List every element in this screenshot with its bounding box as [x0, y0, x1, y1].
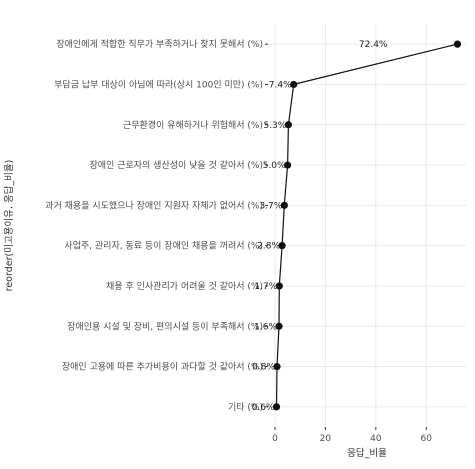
y-tick-label: 부담금 납부 대상이 아님에 따라(상시 100인 미만) (%): [54, 78, 263, 90]
data-points: [272, 40, 462, 411]
data-point: [284, 121, 292, 129]
data-label: 72.4%: [359, 40, 388, 50]
data-point: [284, 161, 292, 169]
x-axis-title: 응답_비율: [347, 447, 387, 459]
y-tick-label: 사업주, 관리자, 동료 등이 장애인 채용을 꺼려서 (%): [64, 241, 263, 252]
data-point: [290, 80, 298, 89]
y-axis: 장애인에게 적합한 직무가 부족하거나 찾지 못해서 (%) 부담금 납부 대상이…: [45, 38, 268, 413]
gridlines: [268, 24, 466, 427]
data-label: 2.8%: [257, 242, 280, 252]
x-tick-label: 60: [421, 434, 433, 444]
data-labels: 72.4% 7.4% 5.3% 5.0% 3.7% 2.8% 1.7% 1.6% 0.8% 0.6…: [252, 40, 388, 413]
data-point: [273, 362, 281, 371]
data-label: 5.3%: [263, 121, 286, 131]
y-axis-title: reorder(미고용이유, 응답_비율): [3, 160, 15, 292]
data-label: 0.8%: [252, 363, 275, 373]
data-label: 1.7%: [254, 282, 277, 292]
x-tick-label: 20: [320, 434, 332, 444]
data-label: 5.0%: [263, 161, 286, 171]
x-axis: 0 20 40 60: [272, 427, 432, 444]
y-tick-label: 기타 (%): [228, 402, 263, 413]
x-tick-label: 0: [272, 434, 278, 444]
y-tick-label: 과거 채용을 시도했으나 장애인 지원자 자체가 없어서 (%): [45, 199, 263, 211]
data-point: [278, 242, 286, 250]
x-tick-label: 40: [370, 434, 382, 444]
plot-panel: [268, 24, 466, 427]
data-point: [453, 40, 462, 48]
series-line: [275, 43, 458, 407]
data-label: 0.6%: [252, 403, 275, 413]
y-tick-label: 장애인용 시설 및 장비, 편의시설 등이 부족해서 (%): [67, 320, 263, 332]
data-point: [275, 322, 283, 330]
data-point: [280, 201, 288, 209]
y-tick-label: 채용 후 인사관리가 어려울 것 같아서 (%): [106, 280, 263, 292]
y-tick-label: 근무환경이 유해하거나 위험해서 (%): [123, 119, 263, 131]
y-tick-label: 장애인 근로자의 생산성이 낮을 것 같아서 (%): [89, 159, 263, 171]
data-label: 3.7%: [259, 201, 282, 211]
data-point: [272, 403, 281, 411]
y-tick-label: 장애인 고용에 따른 추가비용이 과다할 것 같아서 (%): [62, 361, 263, 373]
data-label: 1.6%: [254, 322, 277, 332]
data-label: 7.4%: [269, 80, 292, 90]
panel-background: [268, 24, 466, 427]
y-tick-label: 장애인에게 적합한 직무가 부족하거나 찾지 못해서 (%): [56, 38, 263, 50]
data-point: [275, 282, 283, 290]
